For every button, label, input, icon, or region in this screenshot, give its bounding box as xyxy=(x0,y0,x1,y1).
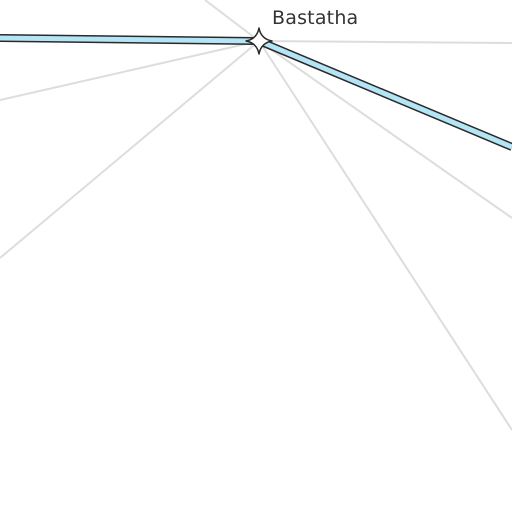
place-label: Bastatha xyxy=(272,7,359,29)
grid-line xyxy=(0,40,260,101)
route-fill xyxy=(0,35,512,150)
grid-line xyxy=(258,40,512,44)
grid-line xyxy=(0,40,260,259)
grid-line xyxy=(258,40,512,431)
grid-lines xyxy=(0,0,512,431)
route[interactable] xyxy=(0,34,512,151)
four-point-star-icon[interactable] xyxy=(245,27,273,55)
grid-line xyxy=(204,0,260,42)
route-outline xyxy=(0,34,512,151)
grid-line xyxy=(258,40,512,219)
